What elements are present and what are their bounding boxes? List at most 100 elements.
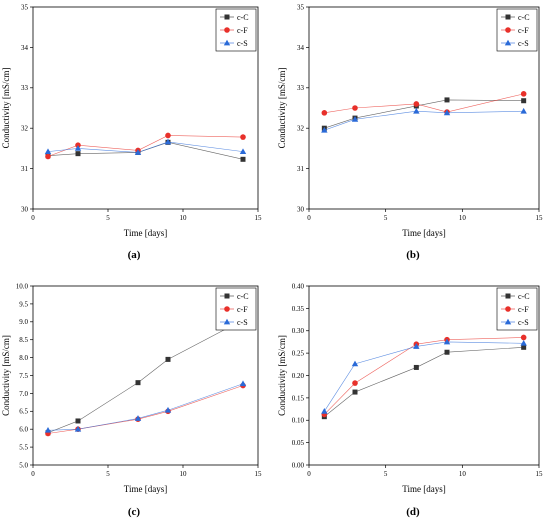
data-point	[135, 380, 141, 386]
x-tick-label: 0	[307, 214, 311, 222]
series-c-F	[45, 132, 246, 160]
panel-label: (a)	[128, 249, 141, 261]
y-tick-label: 31	[297, 165, 305, 173]
legend-marker	[505, 293, 511, 299]
chart-panel-d: 0 5 10 15 0.00 0.05 0.10 0.15 0.20 0.25 0.30 0.35 0.…	[277, 282, 543, 518]
legend-marker	[223, 318, 231, 325]
data-point	[45, 153, 51, 160]
data-point	[134, 415, 142, 421]
y-tick-label: 7.5	[19, 372, 28, 380]
x-tick-label: 15	[536, 214, 544, 222]
y-tick-label: 0.25	[292, 350, 305, 358]
data-point	[520, 91, 527, 97]
data-point	[74, 145, 82, 151]
data-point	[351, 360, 359, 367]
x-tick-label: 5	[106, 470, 110, 478]
y-tick-label: 31	[21, 165, 29, 173]
data-point	[520, 334, 527, 341]
legend: c-C c-F c-S	[215, 287, 257, 331]
data-point	[321, 408, 328, 414]
y-tick-label: 34	[21, 44, 29, 52]
plot-frame	[32, 6, 259, 210]
chart-panel-b: 0 5 10 15 30 31 32 33 34 35 Time [days] Conductivit…	[277, 3, 543, 261]
y-tick-label: 35	[21, 3, 29, 11]
data-point	[321, 126, 328, 133]
data-point	[443, 109, 451, 116]
y-axis-label: Conductivity [mS/cm]	[1, 68, 11, 149]
legend-label: c-F	[518, 26, 529, 35]
y-tick-label: 32	[297, 125, 305, 133]
data-point	[75, 151, 81, 157]
y-tick-label: 0.05	[292, 439, 305, 447]
y-tick-label: 30	[21, 205, 29, 213]
data-point	[75, 418, 81, 424]
y-tick-label: 0.40	[292, 282, 305, 290]
series-c-S	[321, 338, 527, 414]
y-tick-label: 0.35	[292, 305, 305, 313]
series-line	[47, 319, 244, 434]
legend-marker	[224, 293, 230, 299]
legend-label: c-F	[237, 305, 248, 314]
y-axis-label: Conductivity [mS/cm]	[1, 335, 11, 416]
y-tick-label: 9.0	[19, 318, 28, 326]
y-tick-label: 9.5	[19, 300, 28, 308]
plot-frame	[308, 6, 540, 210]
data-point	[444, 97, 450, 103]
y-tick-label: 0.30	[292, 327, 305, 335]
panel-label: (d)	[406, 506, 420, 518]
series-c-S	[321, 107, 527, 133]
x-tick-label: 15	[255, 214, 263, 222]
legend-label: c-S	[518, 318, 529, 327]
series-line	[47, 385, 244, 434]
data-point	[444, 349, 450, 355]
legend-label: c-F	[237, 26, 248, 35]
legend-marker	[505, 27, 511, 33]
y-tick-label: 35	[297, 3, 305, 11]
chart-panel-c: 0 5 10 15 5.0 5.5 6.0 6.5 7.0 7.5 8.0 8.5 9.0 9.5 10.0…	[1, 282, 262, 518]
series-line	[324, 99, 524, 129]
y-tick-label: 10.0	[16, 282, 29, 290]
x-axis-label: Time [days]	[402, 484, 445, 494]
data-point	[352, 105, 358, 111]
legend: c-C c-F c-S	[496, 287, 538, 331]
data-point	[351, 116, 359, 122]
y-axis-label: Conductivity [mS/cm]	[277, 68, 287, 149]
legend-marker	[224, 14, 230, 20]
series-c-S	[44, 138, 247, 155]
y-tick-label: 8.5	[19, 336, 28, 344]
series-c-C	[45, 139, 246, 162]
data-point	[520, 107, 527, 114]
data-point	[321, 110, 328, 116]
data-point	[44, 148, 52, 155]
data-point	[413, 364, 419, 370]
legend-label: c-C	[237, 13, 249, 22]
y-tick-label: 33	[297, 84, 305, 92]
y-axis-label: Conductivity [mS/cm]	[277, 335, 287, 416]
legend-label: c-F	[518, 305, 529, 314]
legend-marker	[224, 306, 230, 312]
y-tick-label: 0.00	[292, 461, 305, 469]
x-tick-label: 10	[459, 470, 467, 478]
legend-marker	[223, 39, 231, 46]
legend: c-C c-F c-S	[215, 8, 257, 52]
legend-label: c-C	[518, 13, 530, 22]
data-point	[74, 425, 82, 432]
x-tick-label: 0	[307, 470, 311, 478]
panel-label: (b)	[406, 249, 420, 261]
legend-marker	[224, 27, 230, 33]
data-point	[239, 380, 247, 387]
data-point	[413, 343, 420, 349]
data-point	[443, 338, 451, 345]
series-c-F	[321, 334, 527, 418]
y-tick-label: 7.0	[19, 390, 28, 398]
x-tick-label: 15	[255, 470, 263, 478]
y-tick-label: 34	[297, 44, 305, 52]
data-point	[413, 101, 420, 107]
legend-marker	[505, 306, 511, 312]
series-c-C	[321, 97, 527, 131]
data-point	[164, 406, 172, 413]
legend-label: c-C	[518, 292, 530, 301]
legend-marker	[505, 14, 511, 20]
x-tick-label: 10	[180, 470, 188, 478]
